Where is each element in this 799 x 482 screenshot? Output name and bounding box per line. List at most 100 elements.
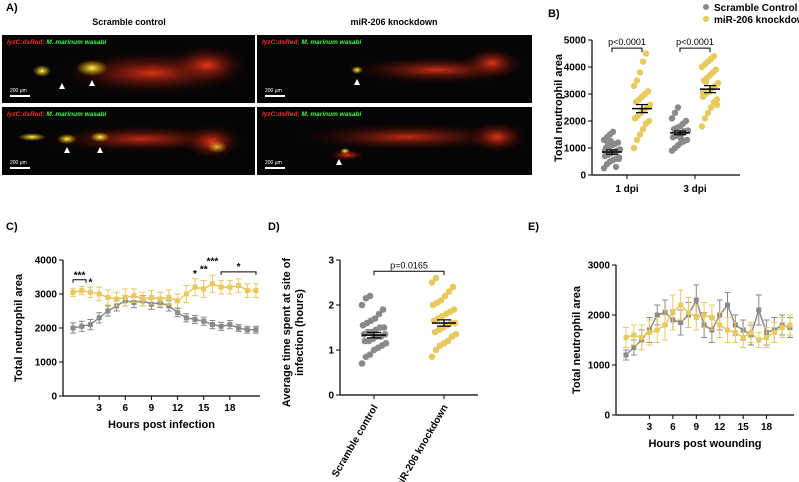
- x-tick-label: 1 dpi: [615, 184, 639, 195]
- data-point: [131, 293, 137, 299]
- y-axis-label: Total neutrophil area: [13, 273, 25, 382]
- data-point: [616, 146, 624, 153]
- data-point: [709, 315, 715, 320]
- fish-rendering: [18, 124, 242, 160]
- y-axis-label: Total neutrophil area: [553, 53, 565, 162]
- data-point: [683, 136, 691, 144]
- panel-label-b: B): [548, 8, 560, 20]
- data-point: [732, 330, 738, 335]
- data-point: [175, 298, 181, 304]
- data-point: [623, 352, 629, 358]
- data-point: [253, 288, 259, 294]
- data-point: [432, 346, 440, 354]
- data-point: [609, 128, 617, 135]
- data-point: [698, 123, 706, 130]
- p-value-label: p=0.0165: [390, 260, 428, 270]
- data-point: [236, 283, 242, 288]
- data-point: [209, 281, 215, 287]
- x-tick-label: 6: [670, 422, 676, 433]
- data-point: [614, 139, 622, 146]
- x-tick-label: 6: [123, 403, 129, 414]
- data-point: [227, 284, 233, 290]
- significance-label: ***: [207, 256, 219, 267]
- data-point: [244, 327, 250, 333]
- microscopy-column-title-scramble: Scramble control: [92, 17, 166, 27]
- data-point: [636, 69, 644, 76]
- data-point: [218, 284, 224, 290]
- data-point: [87, 322, 93, 328]
- data-point: [209, 322, 215, 328]
- y-tick-label: 2: [328, 301, 334, 312]
- data-point: [166, 294, 172, 300]
- data-point: [685, 310, 691, 315]
- chart-b-neutrophil-area-dpi: 0 1000 2000 3000 4000 5000 Total neutrophil ar…: [553, 3, 799, 195]
- y-tick-label: 2000: [35, 324, 58, 335]
- significance-bracket: [220, 271, 257, 275]
- significance-bracket: [72, 279, 87, 283]
- data-point: [713, 101, 721, 109]
- y-axis-label: Total neutrophil area: [571, 285, 583, 394]
- data-point: [646, 101, 654, 109]
- data-point: [148, 294, 154, 300]
- data-point: [633, 136, 641, 144]
- panel-label-c: C): [6, 221, 18, 233]
- data-point: [79, 288, 85, 294]
- data-point: [710, 53, 718, 60]
- y-tick-label: 0: [51, 392, 57, 403]
- y-tick-label: 3000: [35, 290, 58, 301]
- panel-label-e: E): [528, 221, 539, 233]
- data-point: [452, 330, 460, 338]
- data-point: [428, 353, 436, 361]
- microscopy-image-knockdown-2: lyzC:dsRed; M. marinum wasabi 200 µm: [257, 107, 532, 175]
- data-point: [654, 312, 660, 318]
- significance-label: *: [193, 269, 197, 280]
- data-point: [192, 284, 198, 290]
- data-point: [437, 297, 445, 304]
- x-tick-label: Scramble control: [330, 403, 380, 479]
- data-point: [756, 337, 762, 343]
- series-line: [72, 282, 256, 302]
- data-point: [122, 294, 128, 300]
- data-point: [166, 303, 172, 309]
- data-point: [607, 138, 615, 145]
- series-line: [625, 303, 791, 341]
- data-point: [380, 324, 388, 331]
- scale-bar: [265, 167, 285, 169]
- data-point: [201, 318, 207, 324]
- data-point: [183, 291, 189, 297]
- scale-bar: [10, 167, 30, 169]
- data-point: [670, 310, 676, 315]
- data-point: [96, 291, 102, 297]
- data-point: [642, 50, 650, 57]
- significance-bracket: [373, 270, 445, 276]
- data-point: [682, 117, 690, 125]
- y-axis-label: infection (hours): [294, 289, 306, 376]
- data-point: [654, 327, 660, 333]
- y-tick-label: 4000: [35, 256, 58, 267]
- data-point: [96, 315, 102, 321]
- fish-rendering: [347, 47, 527, 85]
- x-tick-label: 9: [694, 422, 700, 433]
- data-point: [450, 306, 458, 313]
- data-point: [201, 286, 207, 292]
- panel-label-a: A): [6, 2, 18, 14]
- data-point: [79, 323, 85, 329]
- data-point: [631, 345, 637, 350]
- data-point: [371, 315, 379, 322]
- significance-label: *: [237, 262, 241, 273]
- data-point: [756, 307, 762, 313]
- data-point: [358, 360, 366, 367]
- fish-rendering: [297, 121, 527, 165]
- x-tick-label: 3 dpi: [683, 184, 707, 195]
- data-point: [105, 308, 111, 314]
- data-point: [713, 96, 721, 103]
- y-tick-label: 1: [328, 346, 334, 357]
- data-point: [375, 310, 383, 318]
- y-tick-label: 2000: [588, 311, 611, 322]
- x-tick-label: 12: [172, 403, 184, 414]
- y-tick-label: 2000: [564, 117, 587, 128]
- data-point: [366, 292, 374, 300]
- data-point: [740, 335, 746, 340]
- legend-label: Scramble Control: [714, 3, 798, 14]
- data-point: [668, 115, 676, 122]
